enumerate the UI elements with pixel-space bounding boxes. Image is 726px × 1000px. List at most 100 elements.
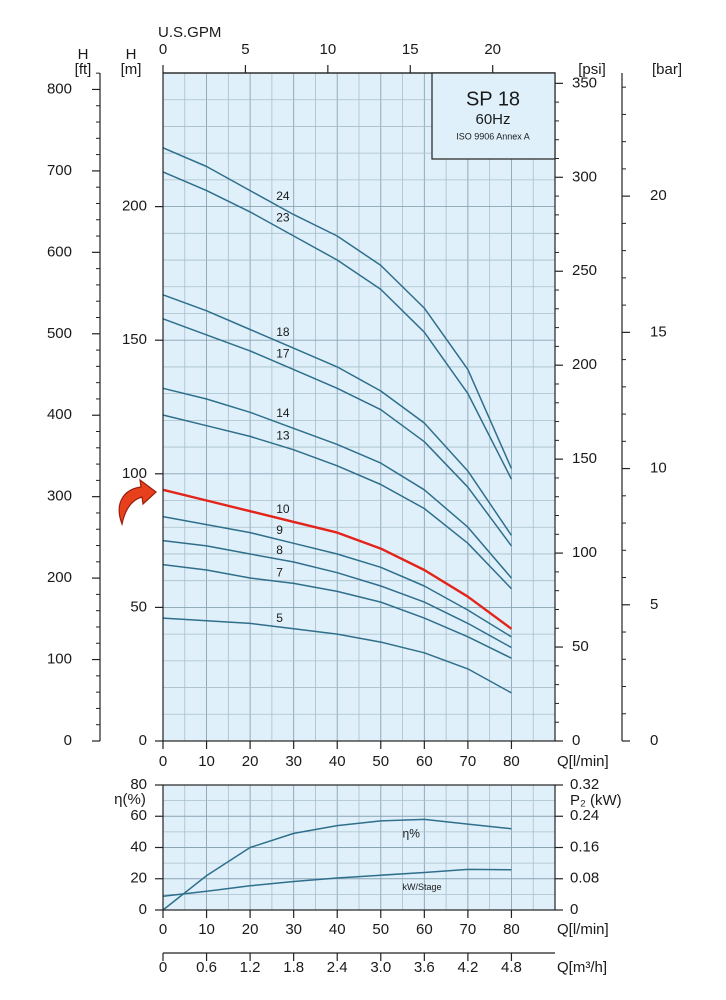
axis-title: P₂ (kW): [570, 792, 622, 809]
curve: [162, 488, 513, 630]
y-tick-label: 80: [130, 776, 147, 793]
curve-label: 13: [276, 429, 290, 443]
x-tick-label: 10: [198, 753, 215, 770]
y-tick-label: 60: [130, 807, 147, 824]
y-tick-label: 200: [47, 569, 72, 586]
curve: [162, 147, 513, 469]
axis-title: [ft]: [75, 61, 92, 78]
curve-label: 14: [276, 406, 290, 420]
x-tick-label: 20: [484, 41, 501, 58]
x-tick-label: 3.0: [370, 959, 391, 976]
x-tick-label: 60: [416, 921, 433, 938]
y-tick-label: 50: [130, 598, 147, 615]
x-tick-label: 0: [159, 921, 167, 938]
x-tick-label: 10: [198, 921, 215, 938]
y-tick-label: 250: [572, 262, 597, 279]
y-tick-label: 150: [572, 450, 597, 467]
x-tick-label: 0: [159, 753, 167, 770]
x-tick-label: 80: [503, 921, 520, 938]
curve-label: 5: [276, 611, 283, 625]
x-tick-label: 3.6: [414, 959, 435, 976]
y-tick-label: 0.24: [570, 807, 599, 824]
x-tick-label: 40: [329, 921, 346, 938]
y-tick-label: 0.08: [570, 870, 599, 887]
plot-frame: [162, 784, 556, 911]
x-tick-label: 0: [159, 959, 167, 976]
curve-label: 23: [276, 211, 290, 225]
x-tick-label: 1.8: [283, 959, 304, 976]
curve: [162, 387, 512, 579]
y-tick-label: 0: [570, 901, 578, 918]
curve-label: 18: [276, 325, 290, 339]
x-tick-label: 50: [372, 921, 389, 938]
x-tick-label: 15: [402, 41, 419, 58]
y-tick-label: 100: [572, 544, 597, 561]
axis-title: U.S.GPM: [158, 24, 221, 41]
x-tick-label: 10: [320, 41, 337, 58]
x-tick-label: 70: [460, 753, 477, 770]
y-tick-label: 40: [130, 838, 147, 855]
y-tick-label: 0.16: [570, 838, 599, 855]
y-tick-label: 0: [650, 732, 658, 749]
y-tick-label: 0.32: [570, 776, 599, 793]
x-tick-label: 80: [503, 753, 520, 770]
curves: 24 23 18 17 14 13 10 9 8 7 5 η% kW/Stage: [162, 147, 513, 911]
x-tick-label: 5: [241, 41, 249, 58]
x-tick-label: 1.2: [240, 959, 261, 976]
y-tick-label: 300: [572, 168, 597, 185]
x-tick-label: 60: [416, 753, 433, 770]
x-tick-label: 20: [242, 921, 259, 938]
x-tick-label: 2.4: [327, 959, 348, 976]
info-title: SP 18: [466, 88, 520, 110]
axis-title: H: [126, 46, 137, 63]
curve: [162, 294, 513, 536]
axis-title: H: [78, 46, 89, 63]
y-tick-label: 300: [47, 488, 72, 505]
curve-label: 7: [276, 565, 283, 579]
y-tick-label: 0: [64, 732, 72, 749]
info-box: [431, 72, 556, 160]
y-tick-label: 150: [122, 331, 147, 348]
y-tick-label: 100: [47, 651, 72, 668]
frames: SP 18 60Hz ISO 9906 Annex A: [118, 72, 556, 911]
x-tick-label: 4.2: [457, 959, 478, 976]
curve: [162, 318, 513, 547]
y-tick-label: 500: [47, 325, 72, 342]
curve: [162, 539, 512, 649]
y-tick-label: 700: [47, 162, 72, 179]
curve: [162, 563, 512, 659]
y-tick-label: 100: [122, 465, 147, 482]
y-tick-label: 200: [122, 198, 147, 215]
axis-title: [psi]: [578, 61, 606, 78]
x-tick-label: 0.6: [196, 959, 217, 976]
curve: [162, 617, 512, 694]
curve-label: kW/Stage: [403, 882, 442, 892]
y-tick-label: 350: [572, 74, 597, 91]
y-tick-label: 0: [139, 732, 147, 749]
x-tick-label: 30: [285, 921, 302, 938]
y-tick-label: 50: [572, 638, 589, 655]
info-note: ISO 9906 Annex A: [456, 131, 530, 141]
axis-title: [bar]: [652, 61, 682, 78]
y-tick-label: 0: [572, 732, 580, 749]
y-tick-label: 600: [47, 243, 72, 260]
curve-label: 9: [276, 523, 283, 537]
x-tick-label: 30: [285, 753, 302, 770]
curve: [162, 515, 512, 638]
curve: [162, 818, 512, 911]
curve: [162, 868, 512, 898]
y-tick-label: 20: [650, 187, 667, 204]
curve-label: 17: [276, 346, 290, 360]
y-tick-label: 5: [650, 596, 658, 613]
y-tick-label: 15: [650, 323, 667, 340]
y-tick-label: 200: [572, 356, 597, 373]
y-tick-label: 20: [130, 870, 147, 887]
axis-title: [m]: [121, 61, 142, 78]
info-subtitle: 60Hz: [475, 111, 510, 128]
highlight-arrow: [118, 478, 157, 527]
grid: [162, 73, 555, 911]
x-tick-label: 50: [372, 753, 389, 770]
curve: [162, 171, 513, 480]
